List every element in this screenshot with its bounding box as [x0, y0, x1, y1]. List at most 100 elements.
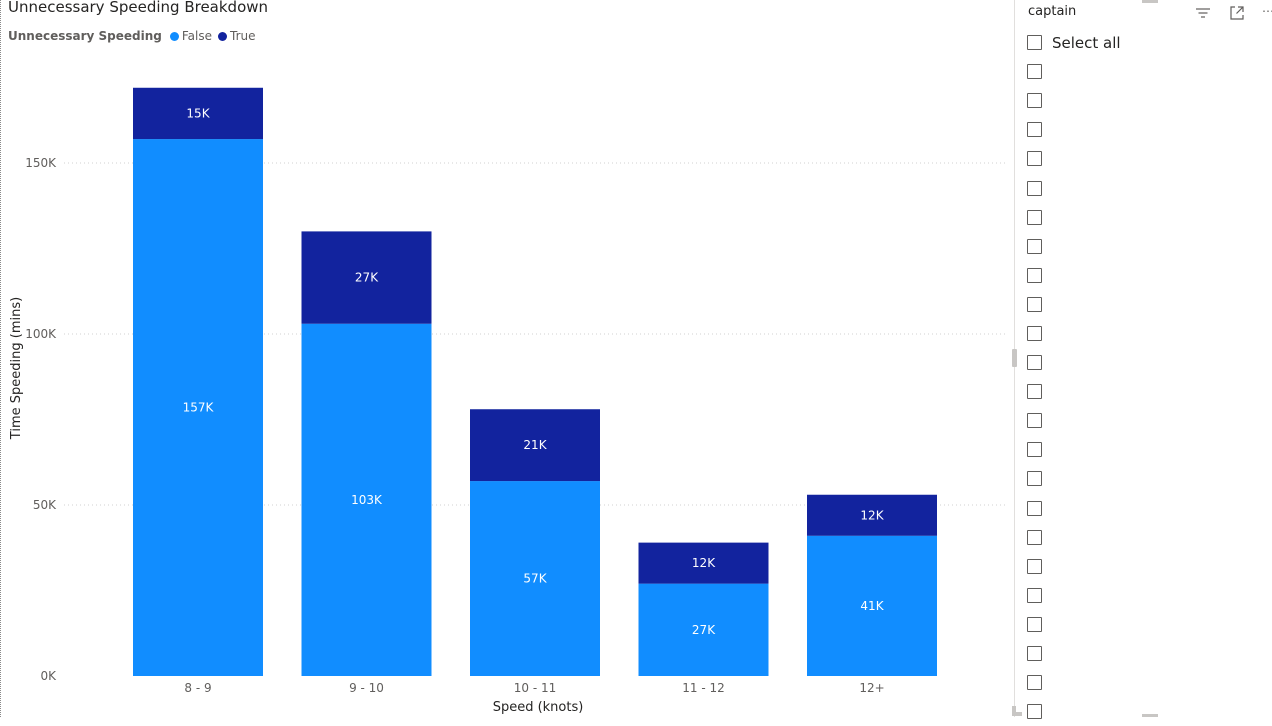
- x-tick-label: 11 - 12: [682, 681, 725, 695]
- legend-item-true[interactable]: True: [218, 29, 256, 43]
- checkbox[interactable]: [1027, 325, 1042, 341]
- checkbox[interactable]: [1027, 93, 1042, 109]
- slicer-item[interactable]: [1027, 203, 1121, 232]
- checkbox[interactable]: [1027, 122, 1042, 138]
- slicer-item[interactable]: [1027, 494, 1121, 523]
- legend-dot-true-icon: [218, 31, 227, 41]
- resize-handle-top[interactable]: [1142, 0, 1158, 3]
- x-tick-label: 12+: [859, 681, 884, 695]
- chart-legend: Unnecessary Speeding False True: [8, 29, 262, 43]
- bar-segment-false[interactable]: [807, 535, 937, 676]
- bar-segment-true[interactable]: [301, 231, 432, 324]
- data-label: 27K: [355, 271, 379, 285]
- checkbox[interactable]: [1027, 471, 1042, 487]
- legend-dot-false-icon: [169, 31, 179, 41]
- checkbox[interactable]: [1027, 558, 1042, 574]
- slicer-item[interactable]: [1027, 290, 1121, 319]
- slicer-item[interactable]: [1027, 115, 1121, 144]
- slicer-item[interactable]: [1027, 232, 1121, 261]
- data-label: 103K: [351, 493, 383, 507]
- bar-segment-false[interactable]: [638, 583, 769, 676]
- slicer-toolbar: ⋯: [1194, 4, 1272, 24]
- checkbox[interactable]: [1027, 35, 1042, 51]
- slicer-item[interactable]: [1027, 348, 1121, 377]
- slicer-item-list: Select all: [1027, 28, 1121, 726]
- bar-segment-true[interactable]: [807, 494, 937, 536]
- slicer-item[interactable]: [1027, 697, 1121, 726]
- data-label: 57K: [523, 572, 547, 586]
- y-tick-label: 50K: [33, 498, 57, 512]
- slicer-item[interactable]: [1027, 319, 1121, 348]
- slicer-item[interactable]: [1027, 173, 1121, 202]
- bar-segment-false[interactable]: [133, 139, 263, 676]
- checkbox[interactable]: [1027, 209, 1042, 225]
- checkbox[interactable]: [1027, 675, 1042, 691]
- slicer-item[interactable]: [1027, 668, 1121, 697]
- y-axis-title: Time Speeding (mins): [9, 297, 24, 440]
- data-label: 157K: [183, 401, 215, 415]
- bar-segment-false[interactable]: [301, 323, 432, 676]
- checkbox[interactable]: [1027, 238, 1042, 254]
- slicer-item[interactable]: [1027, 523, 1121, 552]
- checkbox[interactable]: [1027, 646, 1042, 662]
- focus-mode-icon[interactable]: [1228, 4, 1248, 24]
- slicer-item[interactable]: [1027, 464, 1121, 493]
- checkbox[interactable]: [1027, 616, 1042, 632]
- slicer-item[interactable]: [1027, 435, 1121, 464]
- resize-handle-mid[interactable]: [1012, 349, 1017, 367]
- stacked-bar-chart-visual[interactable]: Unnecessary Speeding Breakdown Unnecessa…: [0, 0, 1012, 717]
- slicer-item[interactable]: [1027, 581, 1121, 610]
- x-axis-title: Speed (knots): [493, 700, 584, 715]
- y-tick-label: 0K: [40, 669, 57, 683]
- select-all-label: Select all: [1052, 33, 1121, 52]
- bar-segment-true[interactable]: [638, 542, 769, 584]
- legend-title: Unnecessary Speeding: [8, 29, 162, 43]
- bar-segment-true[interactable]: [133, 87, 263, 140]
- chart-plot-area: 0K 50K 100K 150K 157K 15K 8 - 9 103K 27K 9 - 10 57…: [9, 87, 1008, 715]
- x-tick-label: 8 - 9: [184, 681, 211, 695]
- legend-label-true: True: [230, 29, 256, 43]
- bar-segment-false[interactable]: [470, 481, 600, 676]
- slicer-select-all[interactable]: Select all: [1027, 28, 1121, 57]
- slicer-item[interactable]: [1027, 144, 1121, 173]
- x-tick-label: 9 - 10: [349, 681, 384, 695]
- slicer-item[interactable]: [1027, 406, 1121, 435]
- data-label: 12K: [692, 556, 716, 570]
- chart-title: Unnecessary Speeding Breakdown: [8, 0, 269, 16]
- checkbox[interactable]: [1027, 355, 1042, 371]
- checkbox[interactable]: [1027, 267, 1042, 283]
- checkbox[interactable]: [1027, 529, 1042, 545]
- checkbox[interactable]: [1027, 180, 1042, 196]
- checkbox[interactable]: [1027, 384, 1042, 400]
- more-options-icon[interactable]: ⋯: [1262, 4, 1272, 18]
- data-label: 12K: [860, 508, 884, 522]
- filter-icon[interactable]: [1194, 4, 1214, 24]
- slicer-item[interactable]: [1027, 552, 1121, 581]
- slicer-item[interactable]: [1027, 86, 1121, 115]
- bar-segment-true[interactable]: [470, 409, 600, 482]
- frame-edge: [0, 0, 1, 717]
- data-label: 21K: [523, 438, 547, 452]
- resize-handle-bottom[interactable]: [1142, 714, 1158, 717]
- data-label: 27K: [692, 623, 716, 637]
- data-label: 15K: [186, 106, 210, 120]
- legend-item-false[interactable]: False: [169, 29, 212, 43]
- checkbox[interactable]: [1027, 151, 1042, 167]
- slicer-item[interactable]: [1027, 261, 1121, 290]
- slicer-item[interactable]: [1027, 377, 1121, 406]
- slicer-item[interactable]: [1027, 57, 1121, 86]
- resize-handle-corner[interactable]: [1012, 706, 1022, 716]
- checkbox[interactable]: [1027, 413, 1042, 429]
- slicer-title: captain: [1028, 4, 1077, 19]
- slicer-item[interactable]: [1027, 639, 1121, 668]
- checkbox[interactable]: [1027, 296, 1042, 312]
- checkbox[interactable]: [1027, 587, 1042, 603]
- y-tick-label: 100K: [25, 327, 57, 341]
- x-tick-label: 10 - 11: [514, 681, 557, 695]
- slicer-item[interactable]: [1027, 610, 1121, 639]
- checkbox[interactable]: [1027, 500, 1042, 516]
- checkbox[interactable]: [1027, 442, 1042, 458]
- data-label: 41K: [860, 599, 884, 613]
- checkbox[interactable]: [1027, 64, 1042, 80]
- y-tick-label: 150K: [25, 156, 57, 170]
